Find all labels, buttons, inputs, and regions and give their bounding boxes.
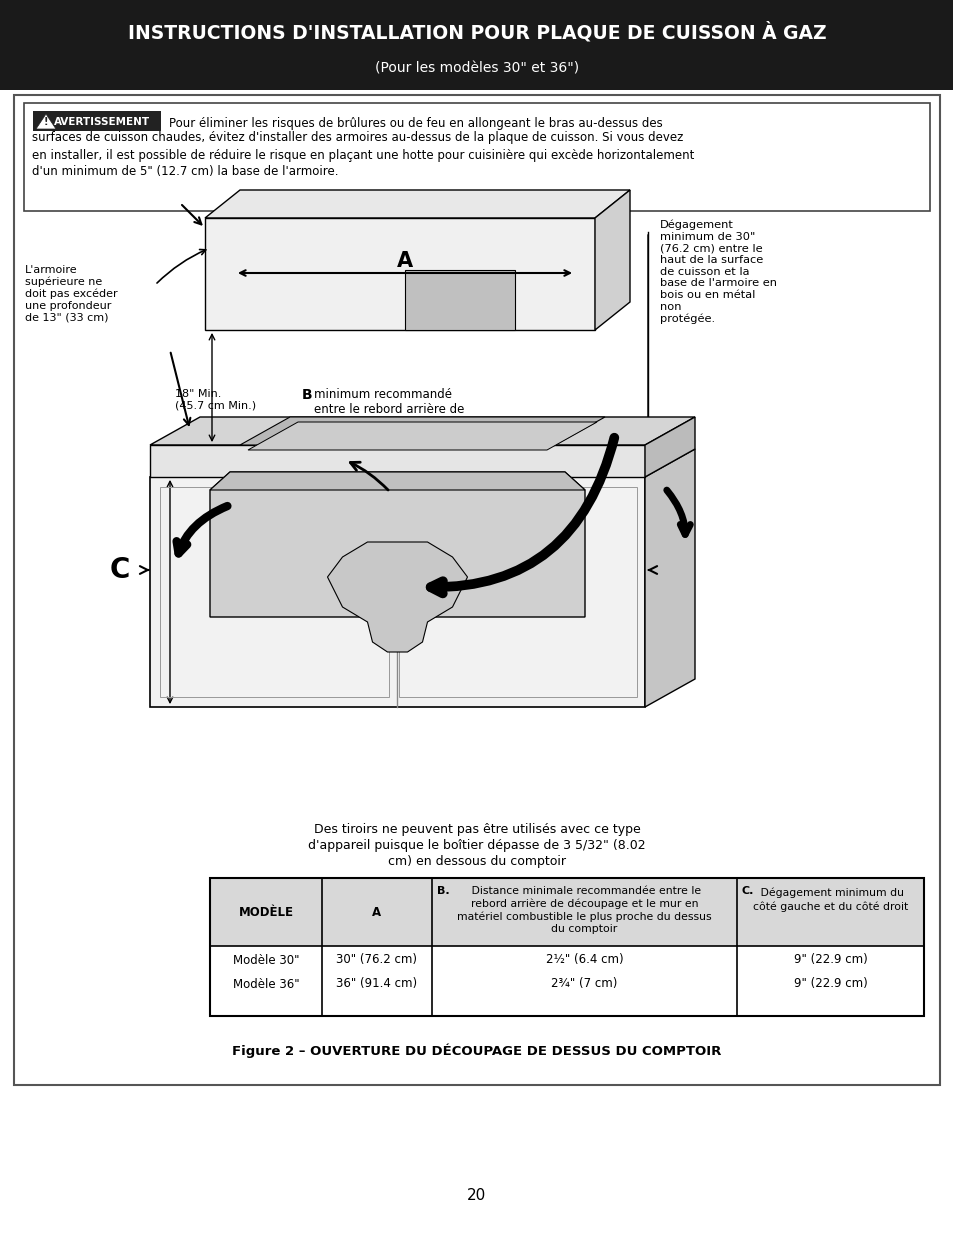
Text: MODÈLE: MODÈLE [238,905,294,919]
Polygon shape [644,450,695,706]
Text: C: C [110,556,130,584]
Polygon shape [327,542,467,652]
Text: 2½" (6.4 cm): 2½" (6.4 cm) [545,953,622,967]
Polygon shape [595,190,629,330]
Bar [160,487,389,697]
Text: 2¾" (7 cm): 2¾" (7 cm) [551,977,617,990]
Text: Dégagement minimum du
côté gauche et du côté droit: Dégagement minimum du côté gauche et du … [752,888,907,911]
Text: 24" (61 cm): 24" (61 cm) [157,673,227,687]
Polygon shape [405,270,515,330]
Text: !: ! [44,117,49,127]
Bar [210,878,923,946]
Text: 30" (76.2 cm): 30" (76.2 cm) [336,953,417,967]
Text: Figure 2 – OUVERTURE DU DÉCOUPAGE DE DESSUS DU COMPTOIR: Figure 2 – OUVERTURE DU DÉCOUPAGE DE DES… [233,1044,720,1058]
Text: 18" Min.
(45.7 cm Min.): 18" Min. (45.7 cm Min.) [174,389,255,411]
Bar [24,103,929,211]
Text: A: A [372,905,381,919]
Text: Pour éliminer les risques de brûlures ou de feu en allongeant le bras au-dessus : Pour éliminer les risques de brûlures ou… [169,117,662,131]
Bar [398,487,637,697]
Bar [210,878,923,1016]
Text: Dégagement: Dégagement [575,443,656,457]
Text: Modèle 36": Modèle 36" [233,977,299,990]
Bar [33,111,161,131]
Text: minimum recommandé
entre le rebord arrière de
découpage et le mur en
matériel co: minimum recommandé entre le rebord arriè… [314,388,482,475]
Text: 9" (22.9 cm): 9" (22.9 cm) [793,977,866,990]
Text: Dégagement
minimum de 30"
(76.2 cm) entre le
haut de la surface
de cuisson et la: Dégagement minimum de 30" (76.2 cm) entr… [659,220,776,324]
Polygon shape [36,114,56,128]
Text: surfaces de cuisson chaudes, évitez d'installer des armoires au-dessus de la pla: surfaces de cuisson chaudes, évitez d'in… [32,131,682,144]
Bar [150,477,644,706]
Text: A: A [396,251,413,270]
Text: L'armoire
supérieure ne
doit pas excéder
une profondeur
de 13" (33 cm): L'armoire supérieure ne doit pas excéder… [25,266,117,322]
Text: Distance minimale recommandée entre le
rebord arrière de découpage et le mur en
: Distance minimale recommandée entre le r… [456,885,711,935]
Text: C: C [649,556,670,584]
Polygon shape [240,417,604,445]
Text: 36" (91.4 cm): 36" (91.4 cm) [336,977,417,990]
Text: B: B [302,388,313,403]
Text: d'appareil puisque le boîtier dépasse de 3 5/32" (8.02: d'appareil puisque le boîtier dépasse de… [308,840,645,852]
Polygon shape [248,422,597,450]
Text: (Pour les modèles 30" et 36"): (Pour les modèles 30" et 36") [375,61,578,75]
Text: cm) en dessous du comptoir: cm) en dessous du comptoir [388,856,565,868]
Polygon shape [150,445,644,477]
Text: 9" (22.9 cm): 9" (22.9 cm) [793,953,866,967]
Polygon shape [150,417,695,445]
Text: C.: C. [741,885,754,897]
Polygon shape [210,472,584,618]
Text: 20: 20 [467,1188,486,1203]
Text: en installer, il est possible de réduire le risque en plaçant une hotte pour cui: en installer, il est possible de réduire… [32,148,694,162]
Text: Des tiroirs ne peuvent pas être utilisés avec ce type: Des tiroirs ne peuvent pas être utilisés… [314,824,639,836]
Text: INSTRUCTIONS D'INSTALLATION POUR PLAQUE DE CUISSON À GAZ: INSTRUCTIONS D'INSTALLATION POUR PLAQUE … [128,22,825,42]
Text: d'un minimum de 5" (12.7 cm) la base de l'armoire.: d'un minimum de 5" (12.7 cm) la base de … [32,165,338,179]
Text: B.: B. [436,885,449,897]
Polygon shape [644,417,695,477]
Polygon shape [205,190,629,219]
Bar [14,95,939,1086]
Polygon shape [205,219,595,330]
Text: Modèle 30": Modèle 30" [233,953,299,967]
Text: AVERTISSEMENT: AVERTISSEMENT [54,117,150,127]
Polygon shape [210,472,584,490]
Bar [0,0,953,90]
